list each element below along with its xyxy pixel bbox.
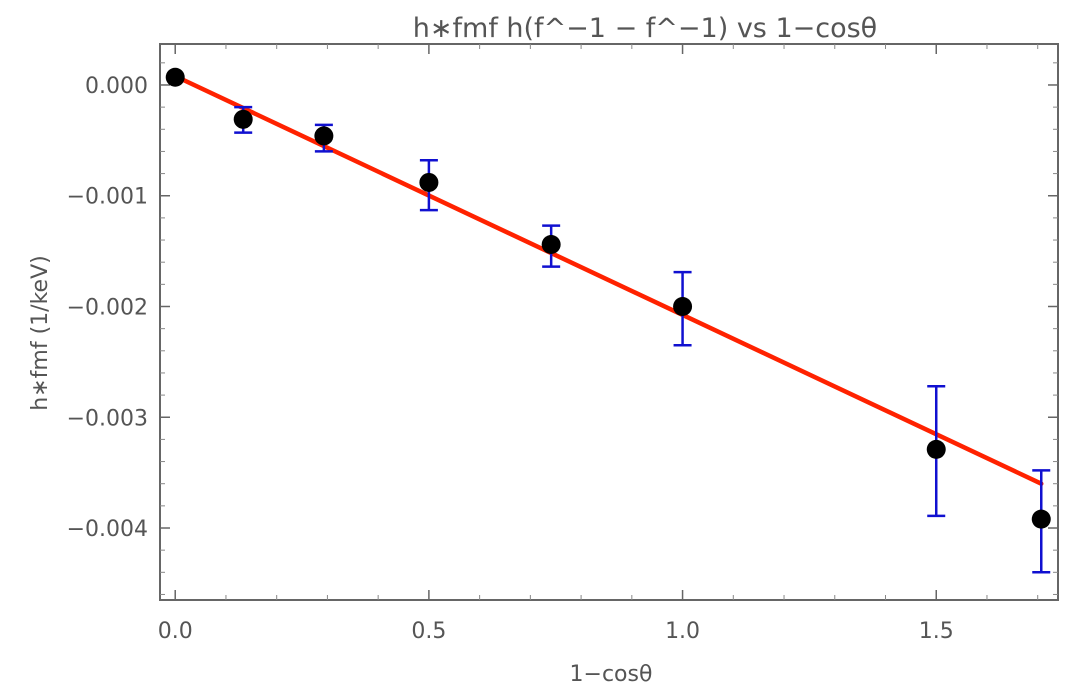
y-axis: 0.000 −0.001 −0.002 −0.003 −0.004 bbox=[67, 74, 1058, 542]
y-tick-label: −0.004 bbox=[67, 517, 148, 542]
x-axis: 0.0 0.5 1.0 1.5 bbox=[158, 44, 954, 644]
data-point bbox=[419, 172, 439, 192]
data-point bbox=[926, 439, 946, 459]
minor-ticks bbox=[160, 44, 1058, 600]
y-axis-label: h∗fmf (1/keV) bbox=[28, 255, 53, 410]
x-axis-label: 1−cosθ bbox=[570, 662, 653, 687]
x-tick-label: 1.0 bbox=[665, 619, 700, 644]
plot-frame bbox=[159, 43, 1059, 601]
data-points bbox=[165, 67, 1051, 529]
y-tick-label: 0.000 bbox=[85, 74, 148, 99]
x-tick-label: 1.5 bbox=[919, 619, 954, 644]
chart-title: h∗fmf h(f^−1 − f^−1) vs 1−cosθ bbox=[413, 13, 877, 44]
x-tick-label: 0.5 bbox=[411, 619, 446, 644]
data-point bbox=[673, 296, 693, 316]
fit-line-group bbox=[172, 73, 1044, 486]
data-point bbox=[165, 67, 185, 87]
data-point bbox=[314, 126, 334, 146]
fit-line bbox=[172, 73, 1044, 486]
y-tick-label: −0.001 bbox=[67, 185, 148, 210]
error-bars bbox=[234, 105, 1051, 574]
data-point bbox=[541, 234, 561, 254]
y-tick-label: −0.003 bbox=[67, 406, 148, 431]
data-point bbox=[1031, 509, 1051, 529]
data-point bbox=[233, 109, 253, 129]
y-tick-label: −0.002 bbox=[67, 295, 148, 320]
x-tick-label: 0.0 bbox=[158, 619, 193, 644]
